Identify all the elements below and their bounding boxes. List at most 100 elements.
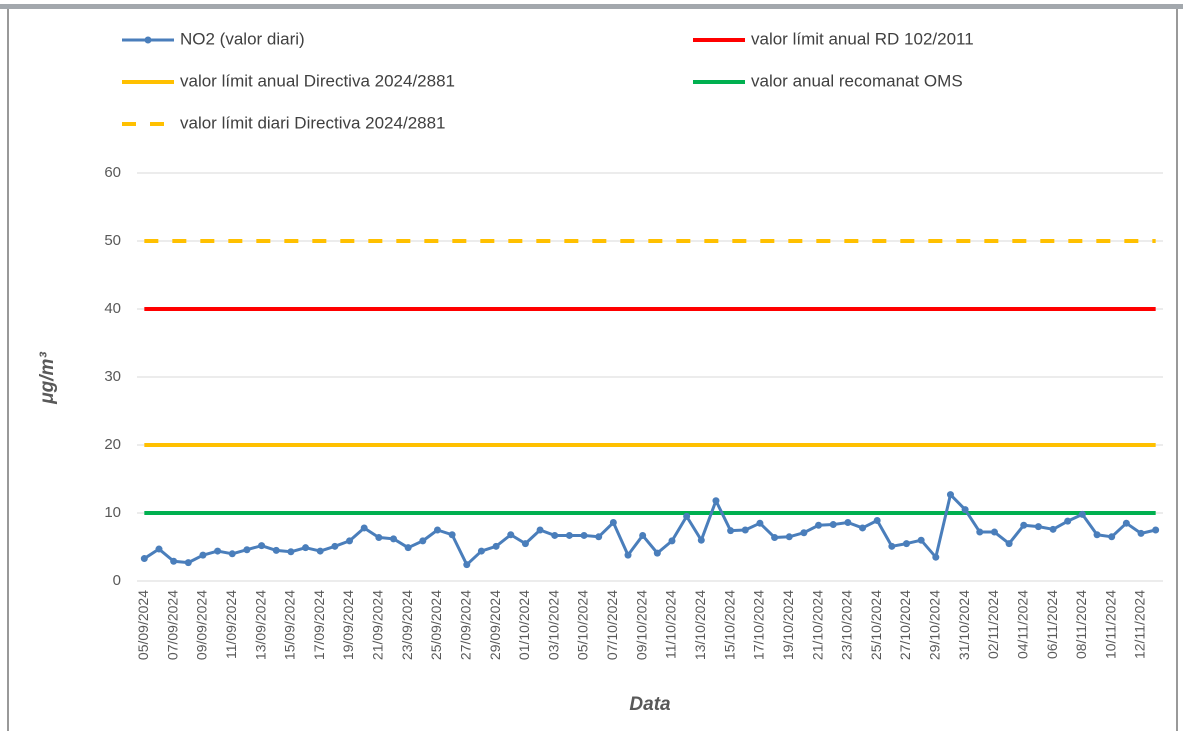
x-tick-label: 31/10/2024: [956, 590, 972, 660]
x-tick-label: 09/10/2024: [633, 590, 649, 660]
data-point: [184, 559, 192, 567]
data-point: [316, 547, 324, 555]
data-point: [976, 528, 984, 536]
data-point: [829, 521, 837, 529]
data-point: [580, 531, 588, 539]
data-point: [507, 531, 515, 539]
x-tick-label: 02/11/2024: [985, 590, 1001, 659]
y-tick-label: 10: [104, 504, 121, 521]
data-point: [990, 528, 998, 536]
x-tick-label: 19/10/2024: [780, 590, 796, 660]
data-point: [639, 531, 647, 539]
x-tick-label: 07/10/2024: [604, 590, 620, 660]
data-point: [1005, 540, 1013, 548]
data-point: [1064, 517, 1072, 525]
legend-label: valor límit diari Directiva 2024/2881: [180, 113, 446, 132]
data-point: [419, 537, 427, 545]
legend-label: NO2 (valor diari): [180, 29, 305, 48]
x-tick-label: 17/10/2024: [751, 590, 767, 660]
x-axis-title: Data: [629, 694, 671, 715]
data-point: [653, 549, 661, 557]
data-point: [346, 537, 354, 545]
legend-marker: [144, 36, 152, 44]
data-point: [155, 545, 163, 553]
data-point: [815, 521, 823, 529]
data-point: [551, 531, 559, 539]
data-point: [214, 547, 222, 555]
data-point: [404, 544, 412, 552]
data-point: [1093, 531, 1101, 539]
data-line: [143, 493, 1157, 567]
y-tick-label: 20: [104, 436, 121, 453]
data-point: [609, 519, 617, 527]
data-point: [140, 555, 148, 563]
x-tick-label: 11/09/2024: [223, 590, 239, 659]
data-point: [595, 533, 603, 541]
data-point: [1137, 529, 1145, 537]
x-tick-label: 13/10/2024: [692, 590, 708, 660]
x-tick-label: 04/11/2024: [1014, 590, 1030, 659]
x-tick-label: 11/10/2024: [663, 590, 679, 659]
data-point: [961, 506, 969, 514]
x-tick-label: 29/10/2024: [927, 590, 943, 660]
x-tick-label: 25/09/2024: [428, 590, 444, 660]
x-tick-label: 27/09/2024: [457, 590, 473, 660]
x-tick-label: 29/09/2024: [487, 590, 503, 660]
data-point: [727, 527, 735, 535]
data-point: [228, 550, 236, 558]
legend-label: valor anual recomanat OMS: [751, 71, 963, 90]
x-tick-label: 15/09/2024: [282, 590, 298, 660]
data-point: [390, 535, 397, 543]
data-point: [785, 533, 793, 541]
x-tick-label: 23/09/2024: [399, 590, 415, 660]
x-tick-label: 09/09/2024: [194, 590, 210, 660]
x-tick-label: 07/09/2024: [164, 590, 180, 660]
x-tick-label: 21/09/2024: [370, 590, 386, 660]
data-point: [697, 536, 705, 544]
data-point: [170, 557, 178, 565]
data-point: [331, 542, 339, 550]
x-tick-label: 21/10/2024: [809, 590, 825, 660]
data-point: [1078, 510, 1086, 518]
x-tick-label: 06/11/2024: [1044, 590, 1060, 659]
data-point: [859, 524, 867, 532]
data-point: [1034, 523, 1042, 531]
data-point: [302, 544, 310, 552]
data-point: [917, 536, 925, 544]
data-point: [1152, 526, 1160, 534]
x-tick-label: 15/10/2024: [721, 590, 737, 660]
x-tick-label: 27/10/2024: [897, 590, 913, 660]
data-point: [1108, 533, 1116, 541]
y-tick-label: 40: [104, 300, 121, 317]
data-point: [800, 529, 808, 537]
x-tick-label: 01/10/2024: [516, 590, 532, 660]
data-point: [756, 519, 764, 527]
x-tick-label: 25/10/2024: [868, 590, 884, 660]
x-tick-label: 08/11/2024: [1073, 590, 1089, 659]
x-tick-label: 19/09/2024: [340, 590, 356, 660]
data-point: [1020, 521, 1028, 529]
data-point: [946, 491, 954, 499]
data-point: [258, 542, 266, 550]
top-bar: [0, 4, 1183, 9]
data-point: [771, 533, 779, 541]
data-point: [360, 524, 368, 532]
legend-label: valor límit anual RD 102/2011: [751, 29, 974, 48]
data-point: [1049, 525, 1057, 533]
x-tick-label: 05/09/2024: [135, 590, 151, 660]
data-point: [272, 546, 280, 554]
data-point: [463, 561, 471, 569]
x-tick-label: 13/09/2024: [252, 590, 268, 660]
x-tick-label: 10/11/2024: [1102, 590, 1118, 659]
x-tick-label: 17/09/2024: [311, 590, 327, 660]
x-tick-label: 05/10/2024: [575, 590, 591, 660]
data-point: [287, 548, 295, 556]
x-tick-label: 12/11/2024: [1132, 590, 1148, 659]
data-point: [199, 551, 207, 559]
data-point: [521, 540, 529, 548]
x-tick-label: 23/10/2024: [839, 590, 855, 660]
data-point: [565, 531, 573, 539]
y-axis-title: μg/m³: [37, 352, 58, 405]
data-point: [536, 526, 544, 534]
